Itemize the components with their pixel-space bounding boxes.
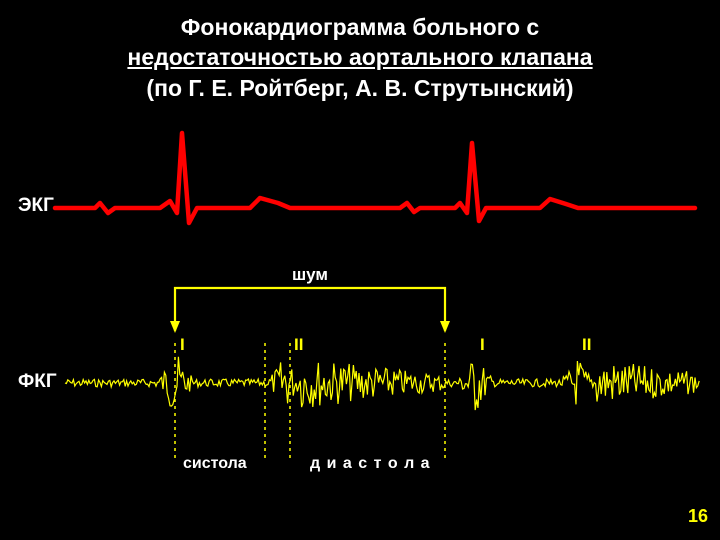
title-line2: недостаточностью аортального клапана (127, 44, 592, 70)
title-line3: (по Г. Е. Ройтберг, А. В. Струтынский) (146, 75, 573, 101)
roman-II-2: II (582, 335, 591, 355)
diagram-stage: ЭКГ ФКГ шум систола д и а с т о л а I II… (0, 103, 720, 533)
label-noise: шум (292, 265, 328, 285)
roman-I-2: I (480, 335, 485, 355)
page-number: 16 (688, 506, 708, 527)
title-line1: Фонокардиограмма больного с (181, 14, 539, 40)
label-fkg: ФКГ (18, 371, 57, 393)
roman-II-1: II (294, 335, 303, 355)
label-diastole: д и а с т о л а (310, 455, 431, 473)
label-ekg: ЭКГ (18, 195, 54, 217)
label-systole: систола (183, 455, 247, 473)
roman-I-1: I (180, 335, 185, 355)
